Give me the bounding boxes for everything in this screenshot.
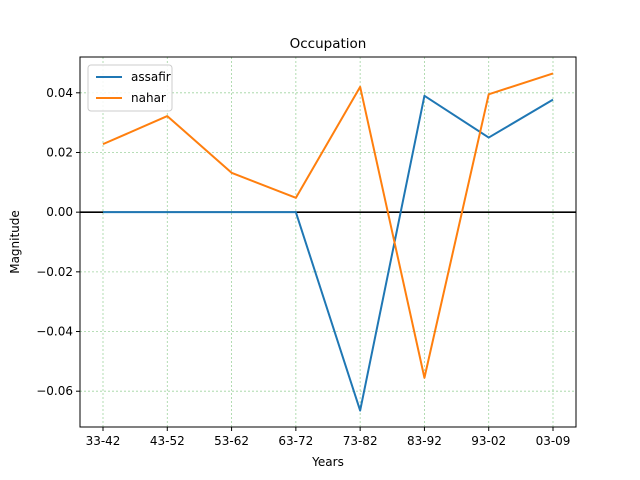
x-tick-label: 43-52 [150,434,185,448]
y-tick-label: −0.06 [36,384,73,398]
x-tick-label: 83-92 [407,434,442,448]
x-tick-label: 73-82 [343,434,378,448]
x-tick-label: 03-09 [536,434,571,448]
x-axis-ticks: 33-42 43-52 53-62 63-72 73-82 83-92 93-02 03-09 [86,427,571,448]
chart-title: Occupation [290,36,367,52]
y-axis-ticks: 0.04 0.02 0.00 −0.02 −0.04 −0.06 [36,86,80,398]
y-tick-label: 0.02 [46,145,73,159]
x-tick-label: 53-62 [214,434,249,448]
series-layer [102,72,554,412]
y-axis-label: Magnitude [8,210,22,274]
x-tick-label: 93-02 [471,434,506,448]
y-tick-label: −0.04 [36,325,73,339]
plot-frame [79,56,577,428]
y-tick-label: 0.00 [46,205,73,219]
x-axis-label: Years [311,455,344,469]
y-tick-label: −0.02 [36,265,73,279]
y-tick-label: 0.04 [46,86,73,100]
legend-label-assafir: assafir [131,70,171,84]
series-line-nahar [102,72,554,379]
legend: assafir nahar [87,64,173,112]
series-line-assafir [103,94,554,412]
x-tick-label: 33-42 [86,434,121,448]
legend-label-nahar: nahar [131,91,166,105]
x-tick-label: 63-72 [278,434,313,448]
